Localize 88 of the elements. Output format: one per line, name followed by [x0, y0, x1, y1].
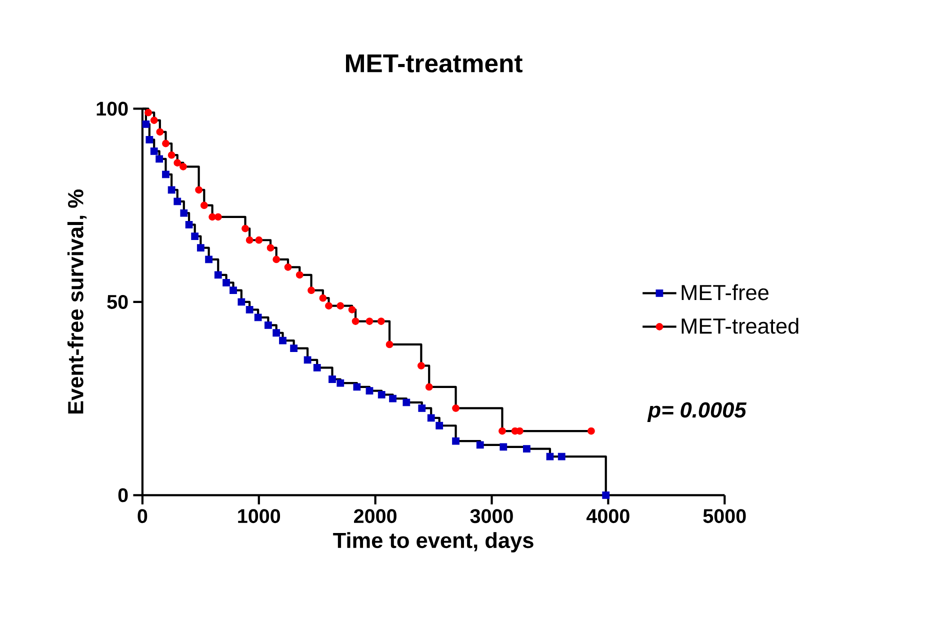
point — [308, 286, 315, 294]
point — [452, 438, 460, 445]
point — [284, 264, 292, 271]
point — [266, 244, 274, 252]
legend-label: MET-free — [682, 284, 768, 300]
x-axis-title: Time to event, days — [333, 532, 534, 553]
point — [588, 427, 595, 435]
point — [304, 356, 312, 364]
point — [386, 340, 394, 348]
point — [313, 364, 321, 372]
point — [352, 318, 360, 326]
point — [174, 159, 182, 167]
y-axis-title: Event-free survival, % — [67, 190, 87, 414]
point — [254, 314, 262, 322]
point — [156, 128, 164, 136]
point — [246, 306, 254, 314]
y-tick-label: 100 — [96, 102, 128, 116]
point — [195, 186, 202, 194]
x-tick-label: 5000 — [703, 509, 746, 524]
x-tick-label: 0 — [138, 509, 148, 524]
point — [436, 422, 444, 430]
point — [272, 329, 280, 337]
x-tick-label: 1000 — [238, 509, 280, 524]
y-tick-label: 0 — [118, 488, 128, 502]
point — [452, 404, 460, 412]
point — [402, 398, 410, 406]
annotation: p= 0.0005 — [647, 402, 747, 422]
point — [296, 271, 304, 279]
point — [242, 224, 249, 232]
point — [205, 256, 213, 264]
point — [546, 452, 554, 460]
point — [602, 492, 610, 500]
point — [290, 344, 298, 352]
point — [162, 140, 170, 148]
point — [272, 256, 280, 264]
point — [168, 152, 176, 159]
point — [516, 427, 524, 435]
point — [418, 362, 425, 370]
point — [238, 298, 246, 306]
point — [191, 232, 199, 240]
point — [279, 337, 286, 344]
point — [328, 376, 336, 384]
point — [146, 136, 154, 144]
point — [150, 148, 158, 156]
point — [336, 302, 344, 310]
point — [264, 322, 272, 329]
point — [255, 236, 263, 244]
point — [476, 441, 484, 449]
point — [523, 445, 530, 453]
point — [366, 387, 374, 395]
point — [336, 380, 344, 387]
point — [200, 202, 208, 210]
point — [222, 279, 230, 286]
point — [246, 236, 254, 244]
point — [180, 210, 188, 217]
point — [214, 271, 222, 279]
point — [156, 155, 164, 163]
point — [185, 221, 193, 228]
point — [150, 116, 158, 124]
point — [180, 163, 187, 171]
x-tick-label: 4000 — [586, 509, 630, 524]
point — [353, 383, 361, 391]
point — [230, 286, 237, 294]
point — [378, 391, 386, 399]
legend-label: MET-treated — [682, 318, 798, 334]
point — [377, 318, 385, 326]
point — [142, 120, 150, 128]
point — [168, 186, 176, 194]
point — [427, 414, 435, 422]
point — [174, 198, 182, 206]
x-tick-label: 2000 — [354, 509, 396, 524]
point — [389, 395, 396, 402]
point — [366, 318, 374, 326]
point — [425, 383, 433, 391]
point — [498, 427, 506, 435]
point — [214, 213, 222, 221]
point — [319, 294, 327, 302]
point — [196, 244, 204, 252]
chart-title: MET-treatment — [346, 54, 522, 73]
point — [558, 452, 566, 460]
point — [325, 302, 332, 310]
y-tick-label: 50 — [107, 295, 128, 310]
x-tick-label: 3000 — [470, 509, 513, 524]
point — [144, 109, 152, 116]
point — [500, 443, 508, 451]
point — [348, 306, 356, 314]
point — [418, 404, 426, 412]
point — [162, 170, 170, 178]
